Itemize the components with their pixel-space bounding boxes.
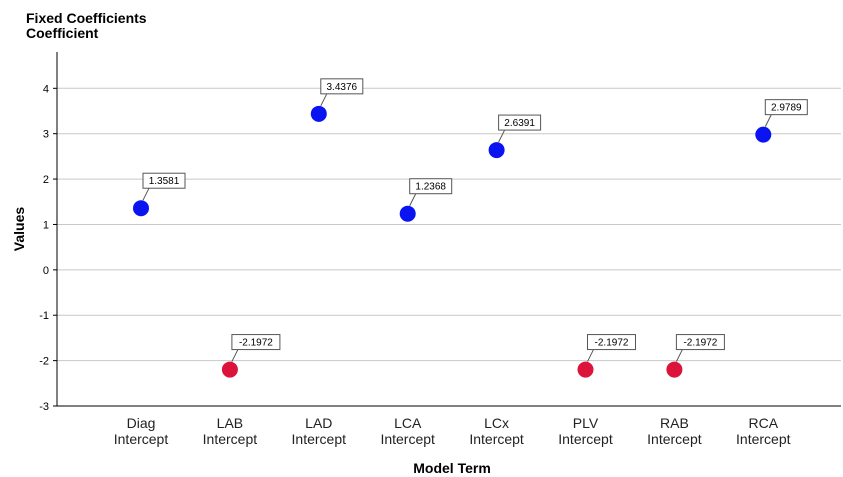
data-label-leader [675, 349, 683, 362]
y-tick-label: 3 [43, 129, 49, 141]
x-tick-label: Diag Intercept [114, 415, 169, 447]
data-label-box [764, 99, 808, 116]
data-label: 2.9789 [771, 103, 802, 114]
data-point [399, 205, 416, 222]
x-axis-title: Model Term [413, 460, 491, 476]
x-tick-label: LCx Intercept [469, 415, 524, 447]
data-label: 2.6391 [504, 118, 535, 129]
x-tick-label: LAB Intercept [203, 415, 258, 447]
data-point [133, 200, 149, 217]
data-label-leader [231, 349, 239, 362]
y-tick-label: -3 [39, 401, 49, 413]
x-tick-label: LCA Intercept [380, 415, 435, 447]
y-tick-label: 1 [43, 219, 49, 231]
x-tick-label: RAB Intercept [647, 415, 702, 447]
data-label: -2.1972 [239, 338, 273, 349]
data-label-leader [320, 93, 328, 107]
chart-titles: Fixed Coefficients Coefficient [26, 11, 147, 41]
data-label-box [498, 114, 542, 131]
data-point [577, 361, 594, 378]
data-labels: 1.3581 -2.1972 3.4376 1.2368 2.6391 -2.1972 -2… [142, 78, 808, 362]
data-point [221, 361, 238, 378]
x-tick-label: LAD Intercept [292, 415, 347, 447]
y-tick-label: 2 [43, 174, 49, 186]
data-point [488, 142, 505, 159]
data-label-box [142, 172, 186, 189]
data-label: -2.1972 [595, 338, 629, 349]
gridlines [57, 87, 841, 362]
data-label: -2.1972 [683, 338, 717, 349]
x-tick-labels: Diag Intercept LAB Intercept LAD Intercept LCA… [114, 415, 791, 447]
data-point [755, 126, 772, 143]
axes [53, 52, 841, 407]
data-label-leader [764, 114, 772, 127]
data-point [666, 361, 683, 378]
data-point [310, 105, 327, 122]
y-tick-label: -2 [39, 356, 49, 368]
data-label-box [675, 334, 725, 351]
data-points [133, 105, 772, 378]
y-tick-label: 4 [43, 83, 49, 95]
data-label-leader [142, 187, 150, 201]
data-label-leader [498, 129, 506, 143]
x-tick-label: RCA Intercept [736, 415, 791, 447]
y-axis-title: Values [11, 207, 27, 252]
data-label-box [231, 334, 281, 351]
chart-title: Fixed Coefficients [26, 10, 147, 26]
data-label-box [320, 78, 364, 95]
data-label: 1.3581 [149, 176, 180, 187]
data-label: 1.2368 [415, 182, 446, 193]
data-label-box [587, 334, 636, 351]
y-tick-labels: -3 -2 -1 0 1 2 3 4 [39, 83, 49, 413]
data-label-box [409, 178, 453, 195]
data-label-leader [587, 349, 594, 362]
chart-subtitle: Coefficient [26, 25, 99, 41]
x-tick-label: PLV Intercept [558, 415, 613, 447]
data-label: 3.4376 [327, 82, 358, 93]
data-label-leader [409, 193, 417, 206]
y-tick-label: -1 [39, 310, 49, 322]
y-tick-label: 0 [43, 265, 49, 277]
